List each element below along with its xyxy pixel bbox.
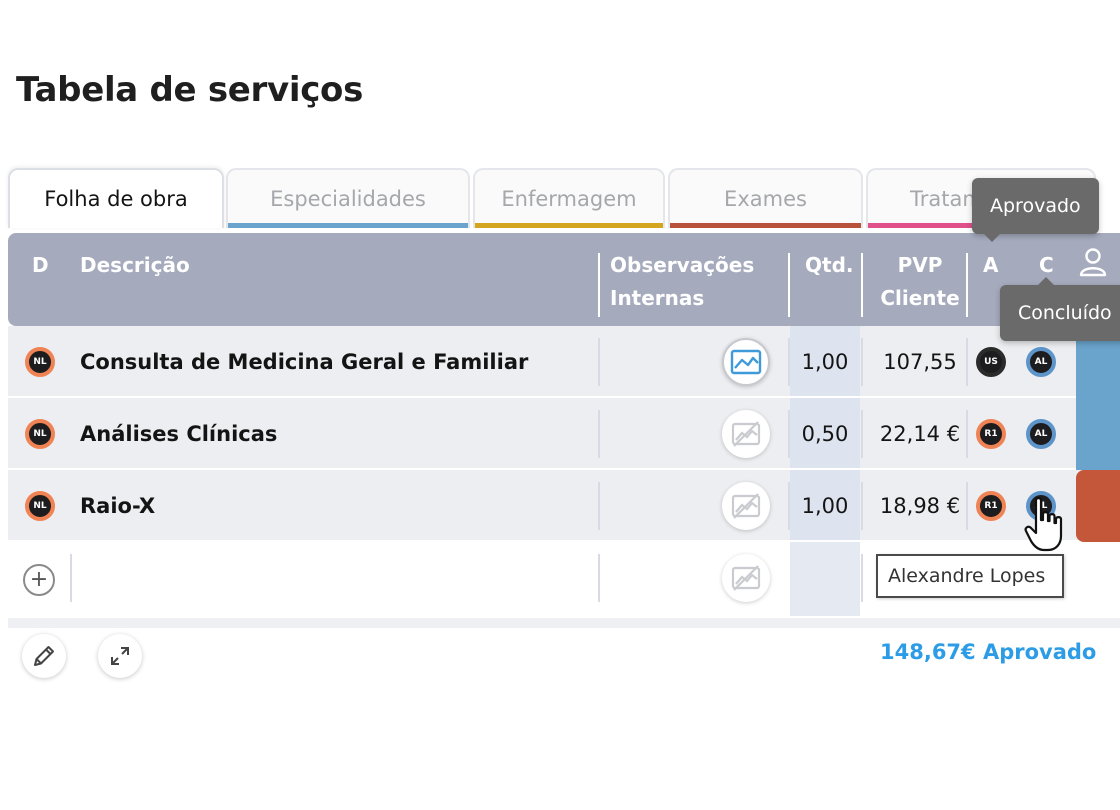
- qty-column-bg: [790, 398, 860, 468]
- d-badge[interactable]: NL: [25, 419, 55, 449]
- column-divider: [966, 253, 968, 317]
- tab-color-bar: [670, 223, 861, 228]
- column-divider: [788, 338, 790, 386]
- c-badge[interactable]: AL: [1026, 347, 1056, 377]
- d-badge[interactable]: NL: [25, 347, 55, 377]
- row-category-marker: [1076, 470, 1120, 542]
- add-row-button[interactable]: +: [23, 564, 55, 596]
- qty-column-bg: [790, 326, 860, 396]
- table-row[interactable]: NL Consulta de Medicina Geral e Familiar…: [8, 326, 1120, 398]
- observation-image-button[interactable]: [722, 554, 770, 602]
- tab-label: Especialidades: [270, 187, 426, 211]
- column-divider: [861, 338, 863, 386]
- a-badge[interactable]: US: [976, 347, 1006, 377]
- tab-bar: Folha de obra Especialidades Enfermagem …: [8, 168, 1120, 228]
- tooltip-arrow: [984, 234, 1000, 242]
- column-header-pvp[interactable]: PVP Cliente: [876, 249, 964, 315]
- row-pvp: 18,98 €: [879, 494, 961, 518]
- tab-exames[interactable]: Exames: [668, 168, 863, 228]
- expand-icon: [111, 647, 129, 665]
- column-divider: [598, 253, 600, 317]
- tab-label: Folha de obra: [44, 187, 188, 211]
- table-header: D Descrição Observações Internas Qtd. PV…: [8, 233, 1120, 326]
- image-off-icon: [731, 421, 761, 447]
- row-qty[interactable]: 1,00: [801, 494, 849, 518]
- total-approved: 148,67€ Aprovado: [880, 640, 1097, 664]
- tab-label: Enfermagem: [501, 187, 637, 211]
- services-table: D Descrição Observações Internas Qtd. PV…: [8, 233, 1120, 616]
- hand-pointer-icon: [1024, 497, 1063, 552]
- column-divider: [861, 410, 863, 458]
- image-off-icon: [731, 565, 761, 591]
- tooltip-user-name: Alexandre Lopes: [876, 554, 1064, 598]
- table-footer-bar: [8, 618, 1120, 628]
- tab-color-bar: [475, 223, 663, 228]
- row-pvp: 22,14 €: [879, 422, 961, 446]
- expand-button[interactable]: [98, 634, 142, 678]
- image-icon: [730, 349, 762, 375]
- d-badge[interactable]: NL: [25, 491, 55, 521]
- column-divider: [598, 338, 600, 386]
- qty-column-bg: [790, 542, 860, 616]
- column-divider: [70, 554, 72, 602]
- column-header-line: Internas: [610, 286, 705, 310]
- column-divider: [861, 554, 863, 602]
- row-pvp: 107,55: [883, 350, 957, 374]
- edit-button[interactable]: [22, 634, 66, 678]
- observation-image-button[interactable]: [722, 482, 770, 530]
- column-divider: [598, 482, 600, 530]
- observation-image-button[interactable]: [722, 338, 770, 386]
- column-divider: [861, 253, 863, 317]
- tab-enfermagem[interactable]: Enfermagem: [473, 168, 665, 228]
- row-qty[interactable]: 1,00: [801, 350, 849, 374]
- column-divider: [966, 410, 968, 458]
- c-badge[interactable]: AL: [1026, 419, 1056, 449]
- column-header-line: Observações: [610, 253, 755, 277]
- tooltip-completed: Concluído: [1000, 277, 1120, 341]
- user-icon[interactable]: [1079, 247, 1107, 277]
- column-header-descricao[interactable]: Descrição: [80, 253, 190, 277]
- observation-image-button[interactable]: [722, 410, 770, 458]
- column-header-d[interactable]: D: [32, 253, 49, 277]
- tooltip-text: Aprovado: [990, 195, 1081, 217]
- column-header-qtd[interactable]: Qtd.: [805, 253, 854, 277]
- tab-especialidades[interactable]: Especialidades: [226, 168, 470, 228]
- pencil-icon: [34, 646, 54, 666]
- column-divider: [598, 410, 600, 458]
- column-divider: [788, 482, 790, 530]
- tooltip-text: Concluído: [1018, 302, 1112, 324]
- qty-column-bg: [790, 470, 860, 540]
- column-header-c[interactable]: C: [1039, 253, 1054, 277]
- tooltip-arrow: [1038, 277, 1054, 285]
- column-header-observacoes[interactable]: Observações Internas: [610, 249, 754, 315]
- tab-folha-de-obra[interactable]: Folha de obra: [8, 168, 224, 228]
- column-divider: [788, 253, 790, 317]
- column-divider: [788, 410, 790, 458]
- a-badge[interactable]: R1: [976, 491, 1006, 521]
- page-title: Tabela de serviços: [16, 70, 364, 110]
- row-category-marker: [1076, 398, 1120, 472]
- row-description: Consulta de Medicina Geral e Familiar: [80, 350, 529, 374]
- row-description: Análises Clínicas: [80, 422, 278, 446]
- column-header-a[interactable]: A: [983, 253, 999, 277]
- column-divider: [966, 482, 968, 530]
- tab-label: Exames: [724, 187, 807, 211]
- tab-label: Tratam: [910, 187, 983, 211]
- table-row[interactable]: NL Raio-X 1,00 18,98 € R1 AL: [8, 470, 1120, 542]
- column-header-line: PVP: [897, 253, 943, 277]
- row-qty[interactable]: 0,50: [801, 422, 849, 446]
- column-divider: [598, 554, 600, 602]
- tab-color-bar: [228, 223, 468, 228]
- a-badge[interactable]: R1: [976, 419, 1006, 449]
- row-description: Raio-X: [80, 494, 156, 518]
- image-off-icon: [731, 493, 761, 519]
- column-divider: [966, 338, 968, 386]
- tooltip-approved: Aprovado: [972, 178, 1099, 242]
- column-header-line: Cliente: [880, 286, 960, 310]
- column-divider: [861, 482, 863, 530]
- table-row[interactable]: NL Análises Clínicas 0,50 22,14 € R1 AL: [8, 398, 1120, 472]
